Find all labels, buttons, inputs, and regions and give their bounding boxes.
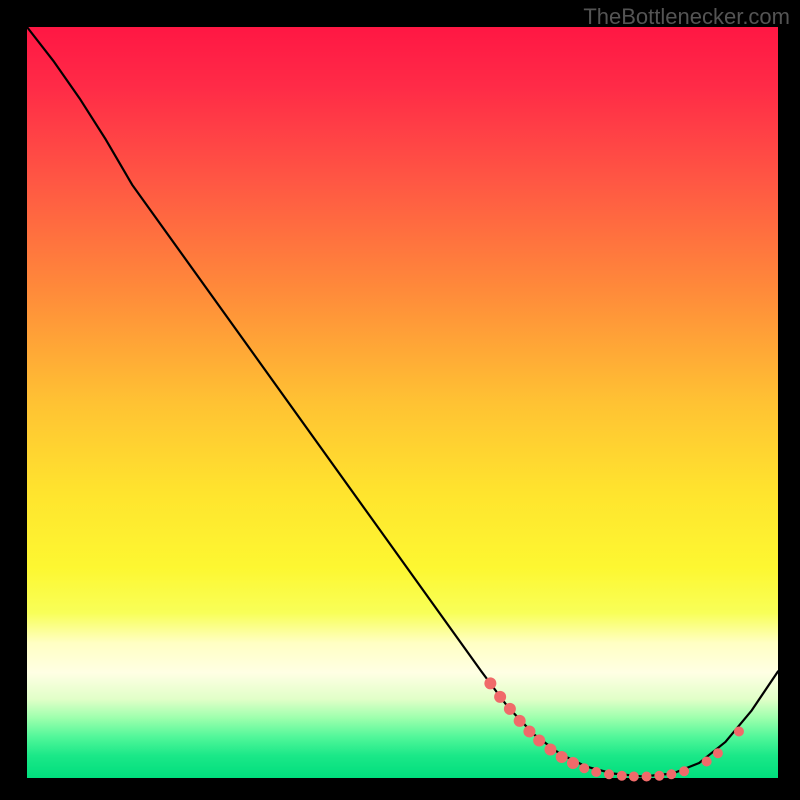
data-marker — [579, 763, 589, 773]
data-marker — [494, 691, 506, 703]
chart-background — [27, 27, 778, 778]
data-marker — [666, 769, 676, 779]
data-marker — [654, 771, 664, 781]
data-marker — [713, 748, 723, 758]
data-marker — [567, 757, 579, 769]
data-marker — [679, 766, 689, 776]
data-marker — [514, 715, 526, 727]
data-marker — [484, 677, 496, 689]
data-marker — [533, 734, 545, 746]
data-marker — [702, 756, 712, 766]
data-marker — [544, 743, 556, 755]
data-marker — [642, 772, 652, 782]
bottleneck-chart — [0, 0, 800, 800]
data-marker — [504, 703, 516, 715]
watermark-text: TheBottlenecker.com — [583, 4, 790, 30]
data-marker — [604, 769, 614, 779]
data-marker — [629, 772, 639, 782]
data-marker — [523, 725, 535, 737]
data-marker — [591, 767, 601, 777]
data-marker — [734, 726, 744, 736]
chart-container: TheBottlenecker.com — [0, 0, 800, 800]
data-marker — [556, 751, 568, 763]
data-marker — [617, 771, 627, 781]
